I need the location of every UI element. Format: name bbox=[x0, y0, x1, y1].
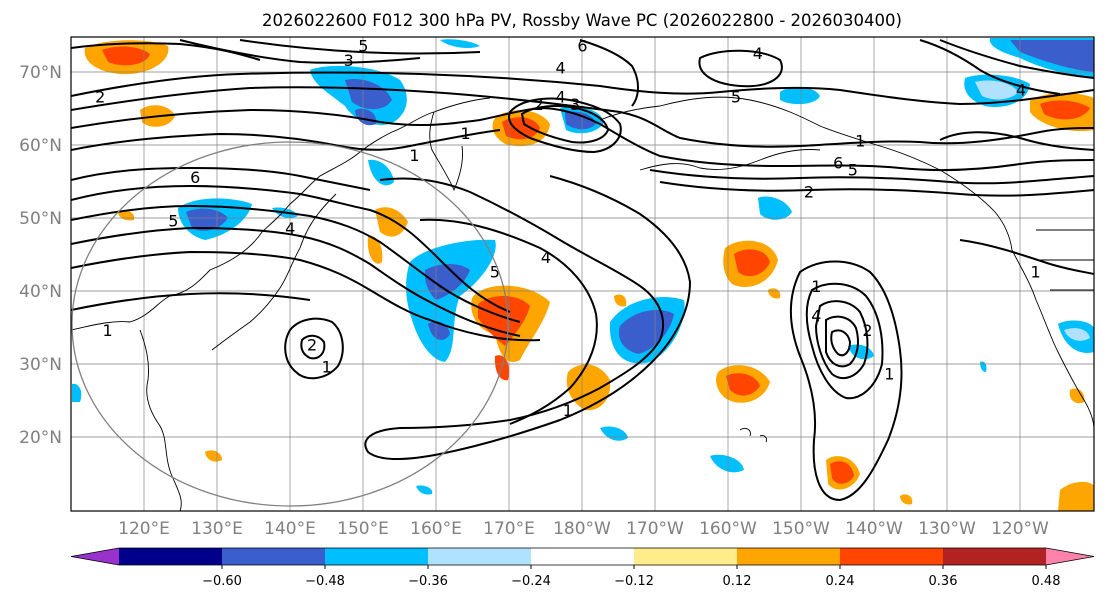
contour-label: 4 bbox=[811, 306, 821, 325]
colorbar-tick-label: 0.12 bbox=[723, 574, 752, 589]
lat-label: 40°N bbox=[19, 282, 62, 302]
colorbar-tick-label: −0.12 bbox=[614, 574, 654, 589]
lat-label: 20°N bbox=[19, 428, 62, 448]
contour-label: 1 bbox=[855, 131, 865, 150]
figure-title: 2026022600 F012 300 hPa PV, Rossby Wave … bbox=[262, 11, 902, 30]
contour-label: 5 bbox=[168, 212, 178, 231]
pv-cutoff-contour bbox=[790, 260, 903, 502]
contour-label: 5 bbox=[731, 88, 741, 107]
contour-label: 4 bbox=[753, 44, 763, 63]
pv-contours bbox=[71, 39, 1094, 502]
pv-contour bbox=[71, 71, 1094, 106]
contour-label: 3 bbox=[570, 95, 580, 114]
shaded-anomaly-field bbox=[72, 38, 1094, 511]
contour-label: 1 bbox=[1030, 263, 1040, 282]
contour-label: 5 bbox=[848, 161, 858, 180]
longitude-labels: 120°E 130°E 140°E 150°E 160°E 170°E 180°… bbox=[118, 519, 1049, 539]
colorbar-outline bbox=[70, 547, 1095, 566]
contour-label: 1 bbox=[811, 277, 821, 296]
colorbar-tick-label: −0.48 bbox=[305, 574, 345, 589]
alaska-coastline bbox=[599, 96, 1013, 251]
colorbar-tick-label: 0.24 bbox=[826, 574, 855, 589]
contour-label: 4 bbox=[285, 219, 295, 238]
lon-label: 140°E bbox=[264, 519, 316, 539]
colorbar-tick-label: 0.36 bbox=[929, 574, 958, 589]
lat-label: 70°N bbox=[19, 63, 62, 83]
colorbar: −0.60 −0.48 −0.36 −0.24 −0.12 0.12 0.24 0.36 0.4… bbox=[70, 547, 1095, 589]
colorbar-tick-label: −0.60 bbox=[202, 574, 242, 589]
colorbar-tick-label: 0.48 bbox=[1032, 574, 1061, 589]
colorbar-tick-label: −0.36 bbox=[408, 574, 448, 589]
colorbar-extend-high bbox=[1046, 548, 1094, 565]
lon-label: 170°W bbox=[626, 519, 684, 539]
lon-label: 130°E bbox=[191, 519, 243, 539]
lon-label: 130°W bbox=[918, 519, 976, 539]
lon-label: 150°W bbox=[772, 519, 830, 539]
lon-label: 160°E bbox=[410, 519, 462, 539]
map-frame bbox=[70, 36, 1095, 512]
lat-label: 60°N bbox=[19, 136, 62, 156]
contour-label: 5 bbox=[358, 37, 368, 56]
contour-label: 6 bbox=[577, 37, 587, 56]
contour-label: 4 bbox=[541, 248, 551, 267]
colorbar-tick-label: −0.24 bbox=[511, 574, 551, 589]
kamchatka-coastline bbox=[429, 111, 463, 192]
contour-label: 1 bbox=[102, 321, 112, 340]
lon-label: 120°W bbox=[991, 519, 1049, 539]
colorbar-segment bbox=[325, 548, 429, 565]
colorbar-segment bbox=[428, 548, 532, 565]
contour-label: 1 bbox=[409, 146, 419, 165]
lat-label: 50°N bbox=[19, 209, 62, 229]
contour-label: 6 bbox=[190, 168, 200, 187]
contour-label: 3 bbox=[344, 51, 354, 70]
lon-label: 120°E bbox=[118, 519, 170, 539]
colorbar-segment bbox=[222, 548, 326, 565]
colorbar-segment bbox=[840, 548, 944, 565]
contour-label: 6 bbox=[833, 153, 843, 172]
colorbar-segment bbox=[119, 548, 223, 565]
colorbar-segment bbox=[634, 548, 738, 565]
colorbar-segment bbox=[531, 548, 635, 565]
lon-label: 140°W bbox=[845, 519, 903, 539]
lat-label: 30°N bbox=[19, 355, 62, 375]
lon-label: 150°E bbox=[337, 519, 389, 539]
contour-label: 1 bbox=[460, 124, 470, 143]
contour-label: 2 bbox=[307, 336, 317, 355]
contour-label: 1 bbox=[563, 401, 573, 420]
colorbar-segment bbox=[737, 548, 841, 565]
north-america-coastline bbox=[1011, 249, 1094, 431]
latitude-labels: 70°N 60°N 50°N 40°N 30°N 20°N bbox=[19, 63, 62, 448]
contour-label: 4 bbox=[555, 88, 565, 107]
contour-label: 2 bbox=[534, 95, 544, 114]
contour-label: 4 bbox=[555, 58, 565, 77]
contour-label: 2 bbox=[804, 182, 814, 201]
lon-label: 180°W bbox=[553, 519, 611, 539]
contour-label: 1 bbox=[884, 365, 894, 384]
contour-label: 2 bbox=[95, 88, 105, 107]
radius-circle bbox=[71, 141, 509, 507]
lon-label: 160°W bbox=[699, 519, 757, 539]
asia-coastline bbox=[71, 97, 491, 331]
contour-label: 4 bbox=[1016, 80, 1026, 99]
lon-label: 170°E bbox=[483, 519, 535, 539]
contour-label: 5 bbox=[490, 263, 500, 282]
japan-coastline bbox=[211, 247, 301, 351]
colorbar-extend-low bbox=[71, 548, 119, 565]
map-gridlines bbox=[71, 37, 1094, 511]
colorbar-segment bbox=[943, 548, 1047, 565]
contour-label: 2 bbox=[862, 321, 872, 340]
contour-label: 1 bbox=[322, 357, 332, 376]
